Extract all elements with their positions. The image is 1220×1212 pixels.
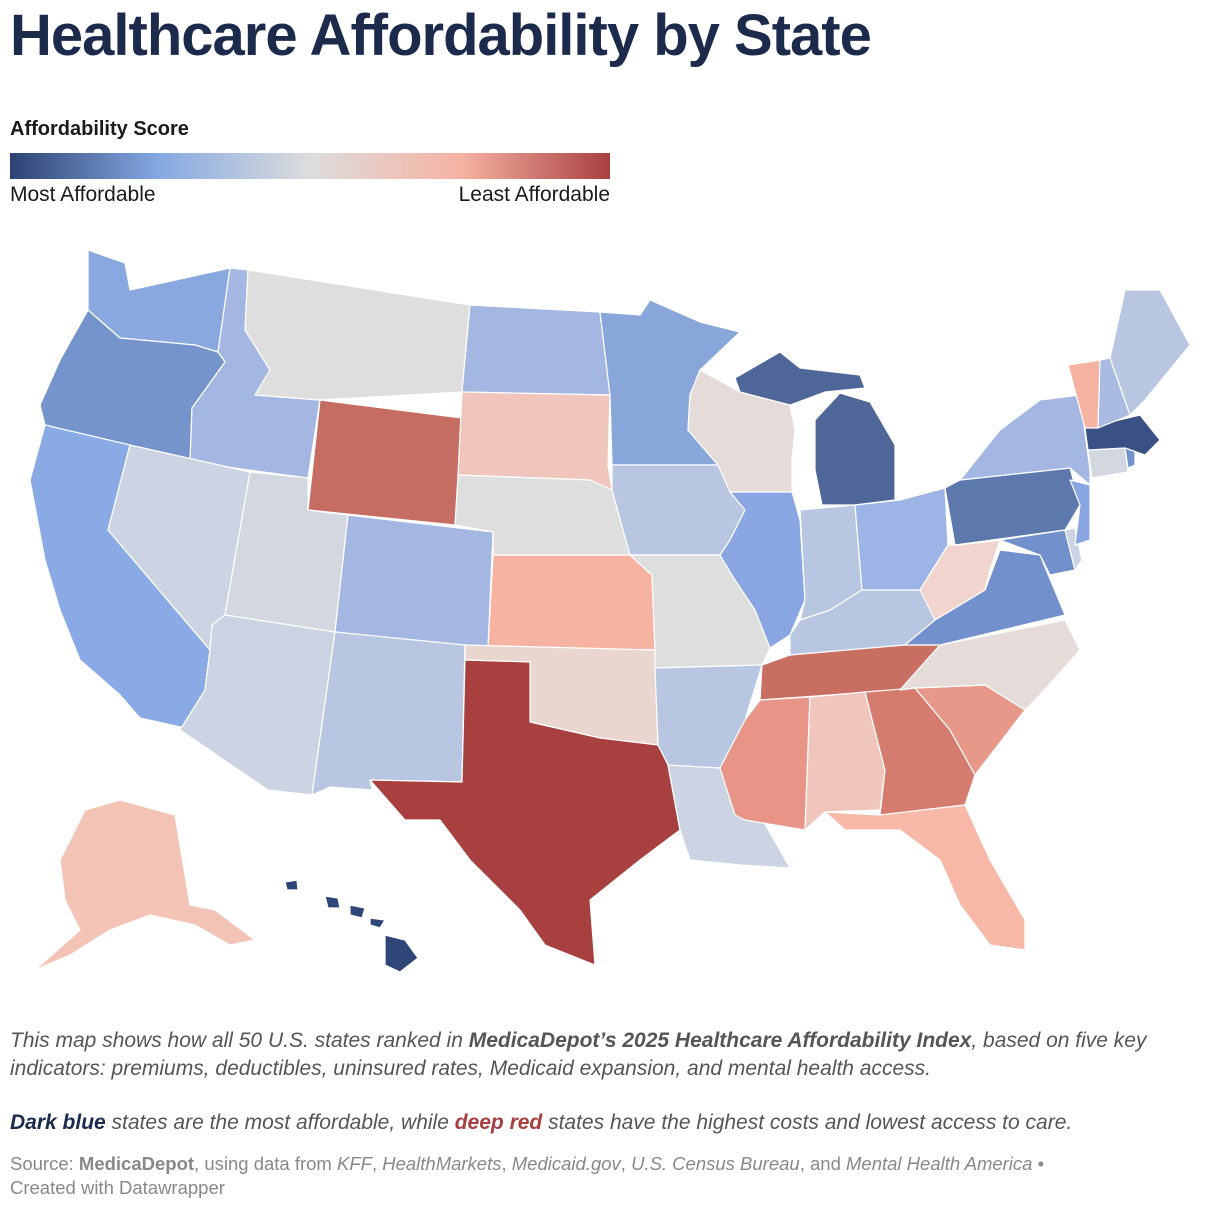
state-ND[interactable] [461,304,611,396]
source-note: Source: MedicaDepot, using data from KFF… [10,1153,1045,1198]
source-census: U.S. Census Bureau [631,1153,800,1174]
map-description: This map shows how all 50 U.S. states ra… [10,1027,1215,1083]
state-CT[interactable] [1087,447,1129,479]
legend: Affordability Score Most Affordable Leas… [10,118,610,207]
deep-red-label: deep red [454,1111,543,1134]
state-WI[interactable] [687,369,796,493]
dark-blue-label: Dark blue [10,1111,106,1134]
state-AK[interactable] [34,799,256,971]
state-NM[interactable] [311,631,466,796]
source-medicaid: Medicaid.gov [511,1153,621,1174]
legend-high-label: Least Affordable [458,183,610,206]
source-org: MedicaDepot [78,1153,195,1174]
legend-low-label: Most Affordable [10,183,156,206]
source-healthmarkets: HealthMarkets [382,1153,502,1174]
state-IL[interactable] [719,491,806,649]
page-title: Healthcare Affordability by State [10,3,872,68]
state-WY[interactable] [307,399,463,526]
legend-labels: Most Affordable Least Affordable [10,183,610,207]
state-WV[interactable] [919,539,1001,621]
desc-text: , based on five key indicators: premiums… [10,1029,1147,1080]
desc-text: This map shows how all 50 U.S. states ra… [10,1029,469,1052]
source-text: , using data from [194,1153,337,1174]
index-name: MedicaDepot’s 2025 Healthcare Affordabil… [468,1029,972,1052]
us-choropleth-map [0,230,1220,1000]
state-FL[interactable] [824,804,1026,951]
datawrapper-credit[interactable]: Created with Datawrapper [10,1177,225,1198]
state-KS[interactable] [487,554,656,651]
legend-color-scale [10,153,610,179]
state-MT[interactable] [244,269,471,401]
source-text: , and [799,1153,847,1174]
state-NJ[interactable] [1069,479,1091,546]
state-CO[interactable] [334,514,494,649]
source-prefix: Source: [10,1153,79,1174]
source-kff: KFF [336,1153,372,1174]
desc-text: states have the highest costs and lowest… [542,1111,1073,1134]
state-HI[interactable] [284,879,419,973]
state-ME[interactable] [1109,289,1191,416]
color-explanation: Dark blue states are the most affordable… [10,1111,1215,1135]
source-bullet: • [1032,1153,1045,1174]
legend-title: Affordability Score [10,118,189,140]
desc-text: states are the most affordable, while [105,1111,455,1134]
state-DE[interactable] [1064,527,1083,571]
source-mha: Mental Health America [846,1153,1033,1174]
state-TX[interactable] [369,659,681,966]
state-NY[interactable] [959,394,1091,486]
state-MD[interactable] [999,529,1076,576]
state-NC[interactable] [899,619,1081,711]
